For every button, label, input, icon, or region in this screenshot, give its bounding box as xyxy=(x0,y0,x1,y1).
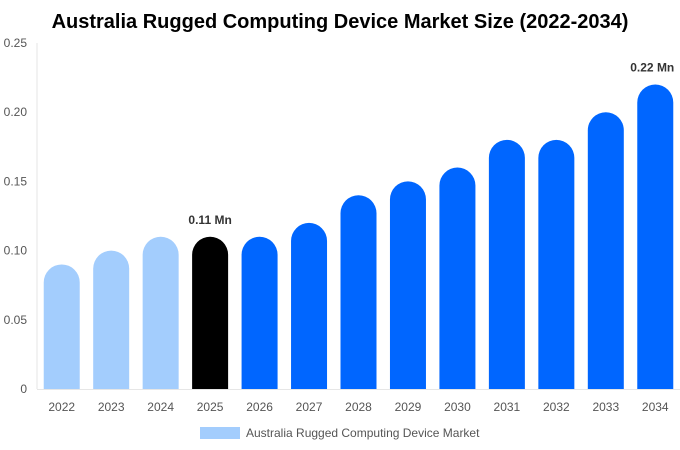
chart-title: Australia Rugged Computing Device Market… xyxy=(52,11,629,33)
bars xyxy=(43,84,674,390)
x-tick-label: 2033 xyxy=(592,400,619,414)
x-tick-label: 2023 xyxy=(98,400,125,414)
legend-swatch xyxy=(200,427,240,439)
y-tick-label: 0 xyxy=(20,382,27,396)
legend-label: Australia Rugged Computing Device Market xyxy=(246,426,480,440)
x-tick-label: 2029 xyxy=(395,400,422,414)
x-tick-label: 2024 xyxy=(147,400,174,414)
x-tick-label: 2034 xyxy=(642,400,669,414)
bar-2025[interactable] xyxy=(192,236,229,389)
bar-2024[interactable] xyxy=(142,236,179,389)
bar-2030[interactable] xyxy=(439,167,476,389)
x-tick-label: 2027 xyxy=(296,400,323,414)
bar-2031[interactable] xyxy=(488,139,525,389)
x-tick-label: 2031 xyxy=(494,400,521,414)
bar-2027[interactable] xyxy=(291,222,328,389)
data-label: 0.22 Mn xyxy=(630,61,674,75)
x-tick-label: 2025 xyxy=(197,400,224,414)
y-tick-label: 0.10 xyxy=(4,244,28,258)
bar-2029[interactable] xyxy=(389,181,426,389)
y-axis-ticks: 0 0.05 0.10 0.15 0.20 0.25 xyxy=(4,36,28,396)
x-tick-label: 2026 xyxy=(246,400,273,414)
legend[interactable]: Australia Rugged Computing Device Market xyxy=(200,426,480,440)
y-tick-label: 0.20 xyxy=(4,105,28,119)
bar-2034[interactable] xyxy=(637,84,674,390)
bar-2032[interactable] xyxy=(538,139,575,389)
x-tick-label: 2030 xyxy=(444,400,471,414)
y-tick-label: 0.25 xyxy=(4,36,28,50)
y-tick-label: 0.05 xyxy=(4,313,28,327)
bar-2022[interactable] xyxy=(43,264,80,389)
x-tick-label: 2028 xyxy=(345,400,372,414)
bar-2028[interactable] xyxy=(340,195,377,389)
data-labels: 0.11 Mn 0.22 Mn xyxy=(188,61,674,227)
data-label: 0.11 Mn xyxy=(188,213,231,227)
x-axis-ticks: 2022 2023 2024 2025 2026 2027 2028 2029 2030 2031… xyxy=(48,400,669,414)
bar-2026[interactable] xyxy=(241,236,278,389)
x-tick-label: 2032 xyxy=(543,400,570,414)
y-tick-label: 0.15 xyxy=(4,174,28,188)
bar-2033[interactable] xyxy=(587,112,624,389)
x-tick-label: 2022 xyxy=(48,400,75,414)
bar-2023[interactable] xyxy=(93,250,130,389)
